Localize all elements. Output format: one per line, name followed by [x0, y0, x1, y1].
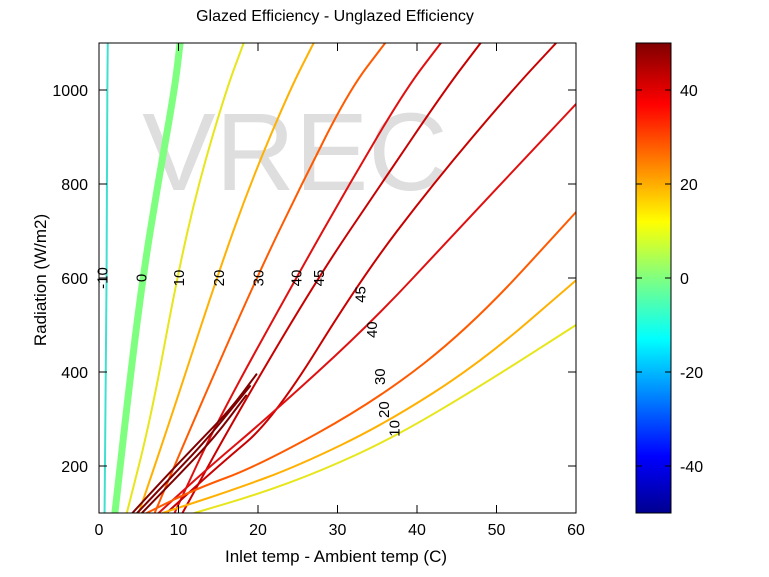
chart-title: Glazed Efficiency - Unglazed Efficiency — [196, 8, 474, 25]
contour-line-40 — [173, 43, 442, 513]
contour-line-50 — [131, 373, 258, 513]
contour-label: 10 — [387, 420, 404, 437]
x-axis-ticks: 0 10 20 30 40 50 60 — [95, 43, 585, 539]
colorbar-tick-label: -20 — [680, 365, 703, 382]
colorbar-ticks: -40 -20 0 20 40 — [636, 83, 703, 476]
contour-line-20 — [137, 43, 315, 513]
colorbar-tick-label: 20 — [680, 177, 698, 194]
colorbar-tick-label: 40 — [680, 83, 698, 100]
contour-line-10 — [125, 43, 245, 513]
contour-line-50 — [136, 385, 252, 513]
x-tick-label: 0 — [95, 522, 104, 539]
contour-label: 0 — [134, 274, 151, 282]
contour-line-45 — [165, 43, 558, 513]
contour-label: 45 — [352, 286, 369, 303]
contour-line-40 — [157, 103, 576, 513]
y-tick-label: 400 — [61, 365, 88, 382]
y-tick-label: 1000 — [52, 83, 88, 100]
x-tick-label: 50 — [488, 522, 506, 539]
contour-label: 30 — [251, 270, 268, 287]
contour-label: 20 — [211, 270, 228, 287]
y-tick-label: 800 — [61, 177, 88, 194]
y-tick-label: 200 — [61, 459, 88, 476]
colorbar-tick-label: -40 — [680, 459, 703, 476]
contour-label: 45 — [311, 270, 328, 287]
contour-label: 10 — [171, 270, 188, 287]
x-tick-label: 60 — [567, 522, 585, 539]
x-tick-label: 10 — [170, 522, 188, 539]
x-tick-label: 40 — [408, 522, 426, 539]
x-axis-label: Inlet temp - Ambient temp (C) — [225, 547, 447, 566]
contour-label: 40 — [364, 321, 381, 338]
x-tick-label: 30 — [329, 522, 347, 539]
contour-label: 40 — [289, 270, 306, 287]
contour-line-20 — [161, 279, 576, 513]
x-tick-label: 20 — [249, 522, 267, 539]
contour-lines — [103, 43, 576, 513]
contour-line-45 — [181, 43, 482, 513]
contour-label: 20 — [376, 401, 393, 418]
contour-line-50 — [140, 394, 248, 513]
contour-label: 30 — [372, 368, 389, 385]
watermark: VREC — [142, 91, 448, 214]
y-axis-label: Radiation (W/m2) — [31, 214, 50, 346]
colorbar-tick-label: 0 — [680, 271, 689, 288]
contour-line-30 — [153, 43, 387, 513]
contour-line-0 — [111, 43, 184, 513]
y-tick-label: 600 — [61, 271, 88, 288]
contour-line-30 — [145, 211, 576, 513]
contour-line-10 — [193, 324, 576, 513]
